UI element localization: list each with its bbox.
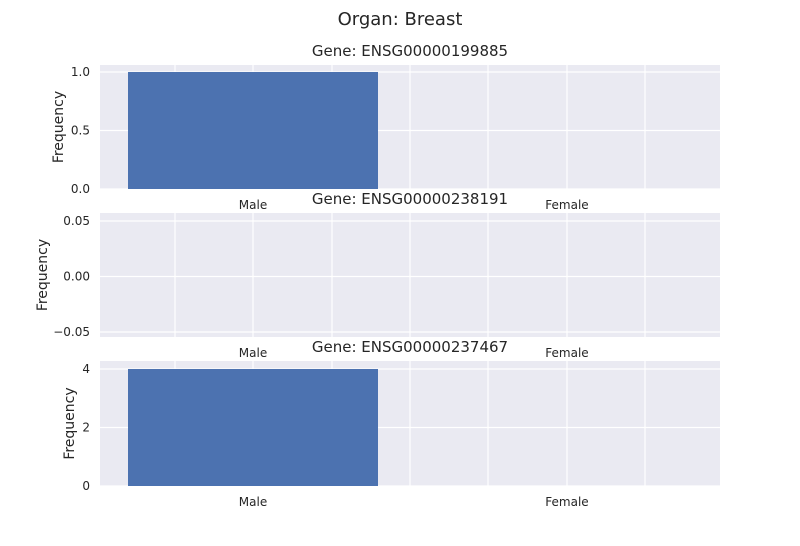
figure-suptitle: Organ: Breast bbox=[338, 9, 463, 30]
subplot-1: 0.0 0.5 1.0 Male Female Gene: ENSG00000199885… bbox=[51, 42, 720, 212]
y-tick-label: 0 bbox=[82, 479, 90, 493]
subplot-2: −0.05 0.00 0.05 Male Female Gene: ENSG0000023… bbox=[35, 190, 720, 360]
y-tick-label: 1.0 bbox=[71, 65, 90, 79]
y-tick-label: 2 bbox=[82, 421, 90, 435]
subplot-title: Gene: ENSG00000238191 bbox=[312, 190, 508, 208]
y-tick-label: 0.5 bbox=[71, 124, 90, 138]
bar-male bbox=[128, 72, 378, 189]
x-tick-label: Male bbox=[239, 198, 267, 212]
x-tick-label: Male bbox=[239, 495, 267, 509]
subplot-3: 0 2 4 Male Female Gene: ENSG00000237467 Freque… bbox=[62, 338, 720, 509]
x-tick-label: Female bbox=[545, 198, 588, 212]
x-tick-label: Female bbox=[545, 346, 588, 360]
y-axis-label: Frequency bbox=[51, 91, 67, 163]
subplot-title: Gene: ENSG00000199885 bbox=[312, 42, 508, 60]
subplot-title: Gene: ENSG00000237467 bbox=[312, 338, 508, 356]
x-tick-label: Male bbox=[239, 346, 267, 360]
y-axis-label: Frequency bbox=[62, 387, 78, 459]
bar-male bbox=[128, 369, 378, 486]
y-tick-label: 0.05 bbox=[63, 214, 90, 228]
y-tick-label: 4 bbox=[82, 362, 90, 376]
y-tick-label: 0.00 bbox=[63, 270, 90, 284]
y-tick-label: −0.05 bbox=[53, 325, 90, 339]
y-axis-label: Frequency bbox=[35, 239, 51, 311]
y-tick-label: 0.0 bbox=[71, 182, 90, 196]
x-tick-label: Female bbox=[545, 495, 588, 509]
